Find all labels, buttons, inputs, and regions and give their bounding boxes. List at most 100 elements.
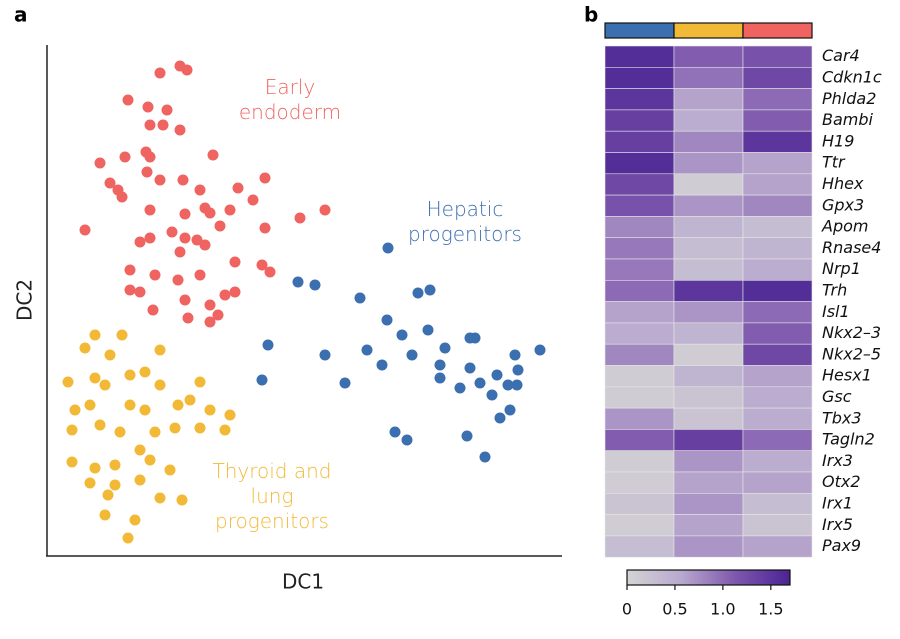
row-label: Cdkn1c [822, 67, 882, 86]
heatmap-cell [604, 45, 675, 68]
point [114, 426, 126, 438]
point [144, 119, 156, 131]
point [204, 299, 216, 311]
point [161, 104, 173, 116]
panel-label: b [584, 3, 598, 27]
heatmap-cell [604, 450, 675, 473]
heatmap-cell [604, 67, 675, 89]
y-axis-label: DC2 [13, 279, 37, 321]
row-label: Irx5 [822, 515, 853, 534]
point [204, 404, 216, 416]
point [412, 287, 424, 299]
point [479, 451, 491, 463]
point [172, 399, 184, 411]
row-label: Ttr [822, 153, 846, 172]
row-label: Gpx3 [822, 195, 864, 214]
group-label: Hepatic progenitors [408, 197, 522, 246]
point [509, 349, 521, 361]
point [116, 191, 128, 203]
point [79, 224, 91, 236]
point [147, 304, 159, 316]
point [129, 514, 141, 526]
point [179, 208, 191, 220]
point [109, 459, 121, 471]
point [389, 426, 401, 438]
heatmap-cell [742, 471, 813, 494]
column-group-bar [742, 22, 813, 39]
point [292, 276, 304, 288]
point [164, 464, 176, 476]
point [177, 174, 189, 186]
point [207, 149, 219, 161]
point [232, 182, 244, 194]
point [174, 124, 186, 136]
group-label: Early endoderm [239, 75, 341, 124]
colorbar-tick-label: 1.0 [710, 600, 735, 619]
point [504, 404, 516, 416]
heatmap-cell [673, 492, 744, 515]
heatmap-cell [742, 88, 813, 111]
point [247, 194, 259, 206]
row-label: Rnase4 [822, 238, 881, 257]
heatmap-cell [742, 343, 813, 366]
row-label: Hhex [822, 174, 864, 193]
point [174, 246, 186, 258]
heatmap-cell [604, 386, 675, 409]
row-label: Bambi [822, 110, 874, 129]
point [434, 372, 446, 384]
point [104, 177, 116, 189]
point [124, 284, 136, 296]
point [224, 204, 236, 216]
point [262, 339, 274, 351]
point [172, 274, 184, 286]
heatmap-cell [673, 152, 744, 175]
point [144, 454, 156, 466]
point [109, 479, 121, 491]
point [66, 424, 78, 436]
heatmap-cell [604, 130, 675, 153]
point [219, 289, 231, 301]
heatmap-cell [742, 45, 813, 68]
heatmap-cell [742, 173, 813, 196]
point [134, 236, 146, 248]
point [179, 232, 191, 244]
point [89, 462, 101, 474]
heatmap-cell [604, 514, 675, 537]
heatmap-cell [604, 407, 675, 430]
row-label: Irx3 [822, 451, 853, 470]
heatmap-cell [742, 322, 813, 345]
point [144, 204, 156, 216]
point [214, 220, 226, 232]
point [502, 379, 514, 391]
point [396, 329, 408, 341]
point [381, 314, 393, 326]
row-label: Isl1 [822, 302, 850, 321]
heatmap-cell [604, 173, 675, 196]
point [154, 67, 166, 79]
point [512, 364, 524, 376]
heatmap-cell [673, 45, 744, 68]
heatmap-cell [742, 258, 813, 281]
point [84, 477, 96, 489]
row-label: Apom [821, 217, 868, 236]
row-label: Hesx1 [822, 366, 872, 385]
row-label: Trh [822, 280, 847, 299]
heatmap-cell [742, 492, 813, 515]
point [157, 119, 169, 131]
heatmap-cell [673, 535, 744, 558]
heatmap-cell [742, 386, 813, 409]
row-label: Otx2 [822, 472, 861, 491]
heatmap-cell [673, 258, 744, 281]
colorbar [626, 569, 791, 586]
point [102, 489, 114, 501]
point [141, 166, 153, 178]
heatmap-cell [742, 407, 813, 430]
heatmap-cell [742, 130, 813, 153]
point [319, 204, 331, 216]
point [149, 269, 161, 281]
heatmap-cell [673, 407, 744, 430]
point [361, 344, 373, 356]
point [474, 377, 486, 389]
heatmap-cell [673, 471, 744, 494]
point [382, 242, 394, 254]
